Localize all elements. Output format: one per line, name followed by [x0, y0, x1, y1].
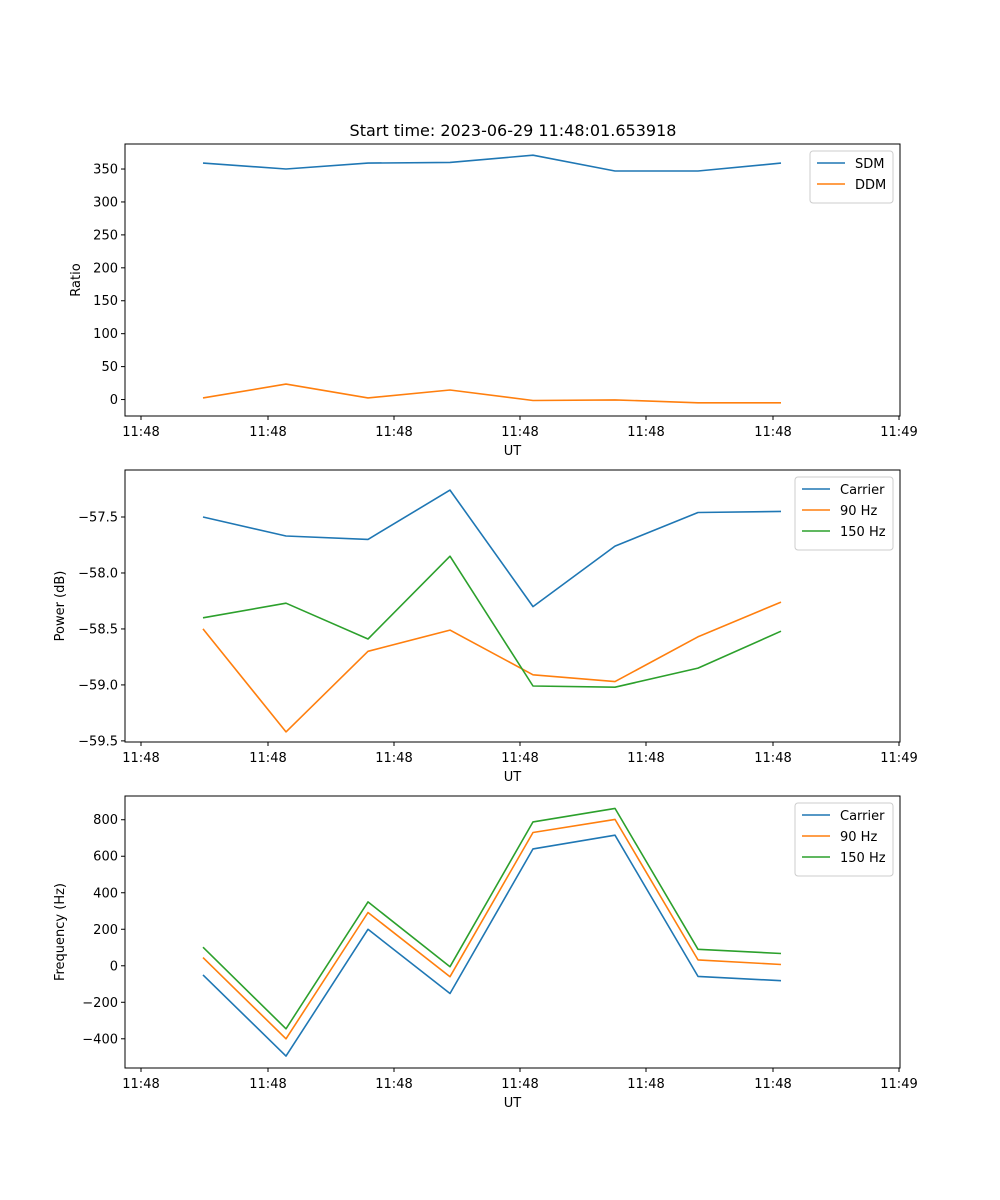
x-tick-label: 11:48 — [249, 751, 286, 766]
x-tick-label: 11:49 — [880, 425, 917, 440]
x-tick-label: 11:48 — [122, 425, 159, 440]
frequency-panel: 11:48 11:48 11:48 11:48 11:48 11:48 11:49 −400 −… — [53, 795, 918, 1111]
series-line-ddm — [202, 383, 781, 404]
series-line-sdm — [202, 154, 782, 172]
power-panel: 11:48 11:48 11:48 11:48 11:48 11:48 11:49 −59.5… — [53, 469, 918, 785]
series-line-150-hz — [202, 807, 782, 1030]
axes-frame — [124, 795, 901, 1069]
x-tick-label: 11:48 — [754, 425, 791, 440]
y-tick-label: −57.5 — [78, 511, 118, 526]
y-tick-label: 350 — [93, 163, 118, 178]
series-line-150-hz — [202, 555, 782, 689]
x-tick-label: 11:48 — [249, 1077, 286, 1092]
legend: Carrier 90 Hz 150 Hz — [794, 476, 894, 551]
legend-label: 150 Hz — [840, 525, 886, 540]
series-line-carrier — [202, 489, 782, 608]
series-line-carrier — [202, 834, 782, 1057]
legend-label: Carrier — [840, 809, 885, 824]
x-tick-label: 11:48 — [627, 1077, 664, 1092]
x-tick-label: 11:49 — [880, 751, 917, 766]
y-tick-label: 0 — [110, 393, 118, 408]
y-tick-label: 600 — [93, 850, 118, 865]
x-axis-label: UT — [504, 770, 522, 785]
y-tick-label: −58.0 — [78, 566, 118, 581]
y-tick-label: 0 — [110, 959, 118, 974]
y-tick-label: 100 — [93, 327, 118, 342]
y-axis-label: Frequency (Hz) — [53, 883, 68, 981]
x-tick-label: 11:48 — [754, 1077, 791, 1092]
y-tick-label: 200 — [93, 923, 118, 938]
x-tick-label: 11:48 — [122, 1077, 159, 1092]
legend-label: SDM — [855, 157, 884, 172]
y-tick-label: −59.5 — [78, 734, 118, 749]
series-line-90-hz — [202, 601, 782, 733]
y-axis-label: Power (dB) — [53, 571, 68, 642]
y-tick-label: 250 — [93, 228, 118, 243]
axes-frame — [124, 469, 901, 743]
series-line-90-hz — [202, 818, 782, 1040]
axes-frame — [124, 143, 901, 417]
y-tick-label: −58.5 — [78, 622, 118, 637]
figure-title: Start time: 2023-06-29 11:48:01.653918 — [350, 121, 677, 140]
x-tick-label: 11:48 — [754, 751, 791, 766]
y-tick-label: −59.0 — [78, 678, 118, 693]
x-tick-label: 11:49 — [880, 1077, 917, 1092]
x-axis-label: UT — [504, 444, 522, 459]
legend: Carrier 90 Hz 150 Hz — [794, 802, 894, 877]
legend-box — [809, 150, 894, 204]
x-tick-label: 11:48 — [501, 751, 538, 766]
legend-label: 90 Hz — [840, 830, 877, 845]
y-tick-label: 150 — [93, 294, 118, 309]
x-tick-label: 11:48 — [627, 425, 664, 440]
legend-label: 90 Hz — [840, 504, 877, 519]
x-tick-label: 11:48 — [501, 1077, 538, 1092]
x-tick-label: 11:48 — [249, 425, 286, 440]
x-axis-label: UT — [504, 1096, 522, 1111]
y-tick-label: −200 — [82, 996, 118, 1011]
y-tick-label: 300 — [93, 195, 118, 210]
y-tick-label: 400 — [93, 886, 118, 901]
y-tick-label: 800 — [93, 813, 118, 828]
x-tick-label: 11:48 — [122, 751, 159, 766]
legend-label: DDM — [855, 178, 886, 193]
y-tick-label: 50 — [101, 360, 118, 375]
y-axis-label: Ratio — [69, 263, 84, 296]
x-tick-label: 11:48 — [501, 425, 538, 440]
x-tick-label: 11:48 — [375, 1077, 412, 1092]
x-tick-label: 11:48 — [627, 751, 664, 766]
x-tick-label: 11:48 — [375, 425, 412, 440]
y-tick-label: −400 — [82, 1032, 118, 1047]
legend: SDM DDM — [809, 150, 894, 204]
ratio-panel: 11:48 11:48 11:48 11:48 11:48 11:48 11:49 0 50 10… — [69, 143, 918, 459]
legend-label: Carrier — [840, 483, 885, 498]
legend-label: 150 Hz — [840, 851, 886, 866]
y-tick-label: 200 — [93, 261, 118, 276]
x-tick-label: 11:48 — [375, 751, 412, 766]
